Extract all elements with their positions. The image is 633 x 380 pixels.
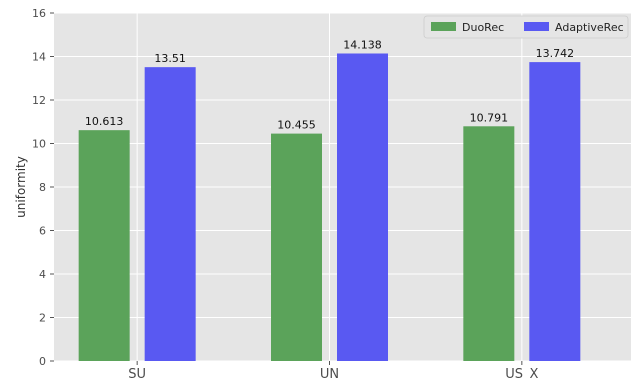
legend: DuoRec AdaptiveRec <box>423 15 629 39</box>
y-tick-label: 6 <box>39 225 46 238</box>
y-tick-label: 8 <box>39 181 46 194</box>
bars: 10.613 10.455 10.791 13.51 14.138 13.742 <box>78 38 581 362</box>
data-label-adaptiverec: 14.138 <box>343 38 382 51</box>
data-label-adaptiverec: 13.742 <box>536 47 575 60</box>
data-label-duorec: 10.613 <box>85 115 124 128</box>
x-tick-label: SU <box>128 367 146 380</box>
y-tick-label: 0 <box>39 355 46 368</box>
legend-label-adaptiverec: AdaptiveRec <box>555 21 624 34</box>
bar-adaptiverec <box>337 53 388 361</box>
y-tick-label: 10 <box>32 138 46 151</box>
data-label-adaptiverec: 13.51 <box>154 52 186 65</box>
bar-duorec <box>78 130 130 361</box>
y-axis-ticks: 0 2 4 6 8 10 12 14 16 <box>32 7 54 368</box>
bar-duorec <box>463 126 515 362</box>
data-label-duorec: 10.455 <box>277 119 316 132</box>
legend-swatch-adaptiverec <box>524 22 549 31</box>
bar-adaptiverec <box>144 67 196 361</box>
data-label-duorec: 10.791 <box>470 111 509 124</box>
y-axis-title: uniformity <box>14 156 28 218</box>
bar-adaptiverec <box>529 62 581 361</box>
x-axis-ticks: SU UN US_X <box>128 361 539 380</box>
y-tick-label: 4 <box>39 268 46 281</box>
bar-duorec <box>271 133 322 361</box>
y-tick-label: 16 <box>32 7 46 20</box>
legend-swatch-duorec <box>431 22 456 31</box>
y-tick-label: 12 <box>32 94 46 107</box>
y-tick-label: 2 <box>39 312 46 325</box>
y-tick-label: 14 <box>32 51 46 64</box>
x-tick-label: UN <box>320 367 339 380</box>
x-tick-label: US_X <box>505 367 538 380</box>
legend-label-duorec: DuoRec <box>462 21 504 34</box>
